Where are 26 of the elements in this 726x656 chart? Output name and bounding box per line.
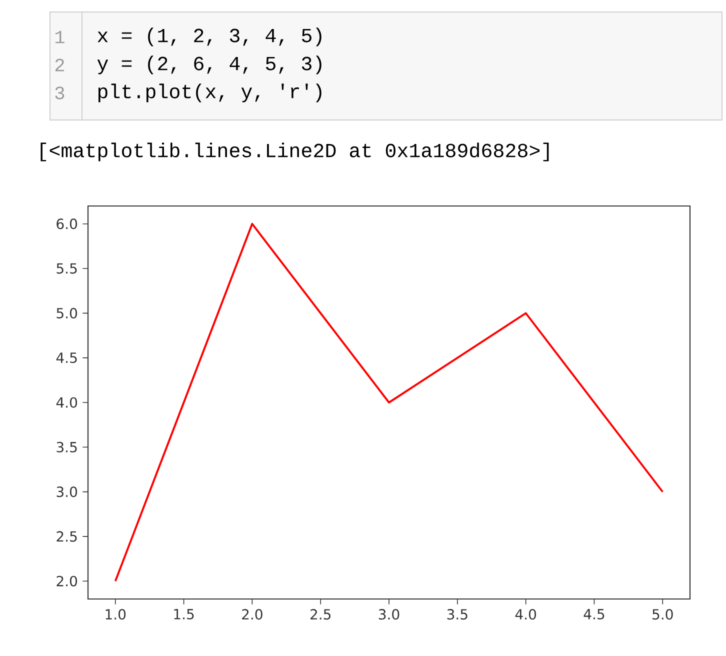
text: 2 xyxy=(55,58,64,72)
x-tick-label: 1.5 xyxy=(174,609,194,620)
x-tick-label: 5.0 xyxy=(652,609,673,620)
x-tick-label: 4.5 xyxy=(584,609,604,620)
x-tick-label: 3.5 xyxy=(447,609,468,620)
text: plt.plot(x, y, 'r') xyxy=(98,84,322,102)
y-tick-label: 4.0 xyxy=(56,397,78,408)
y-tick-label: 3.5 xyxy=(56,442,77,452)
y-tick-label: 3.0 xyxy=(56,486,78,498)
x-tick-label: 4.0 xyxy=(515,609,536,620)
x-tick-label: 1.0 xyxy=(106,609,126,620)
x-tick-label: 3.0 xyxy=(378,609,400,620)
y-tick-label: 2.0 xyxy=(56,576,78,586)
text: x = (1, 2, 3, 4, 5) xyxy=(98,28,322,46)
y-tick-label: 2.5 xyxy=(56,531,77,542)
x-tick-label: 2.0 xyxy=(242,609,262,620)
y-tick-label: 4.5 xyxy=(56,352,77,364)
text: 3 xyxy=(55,86,64,100)
y-tick-label: 5.5 xyxy=(56,263,77,274)
y-tick-label: 6.0 xyxy=(56,218,78,230)
text: y = (2, 6, 4, 5, 3) xyxy=(97,56,322,74)
line-series xyxy=(114,222,664,582)
x-tick-label: 2.5 xyxy=(310,609,330,620)
text: 1 xyxy=(55,30,64,44)
text: [<matplotlib.lines.Line2D at 0x1a189d6828>] xyxy=(40,142,549,162)
y-tick-label: 5.0 xyxy=(56,308,78,318)
